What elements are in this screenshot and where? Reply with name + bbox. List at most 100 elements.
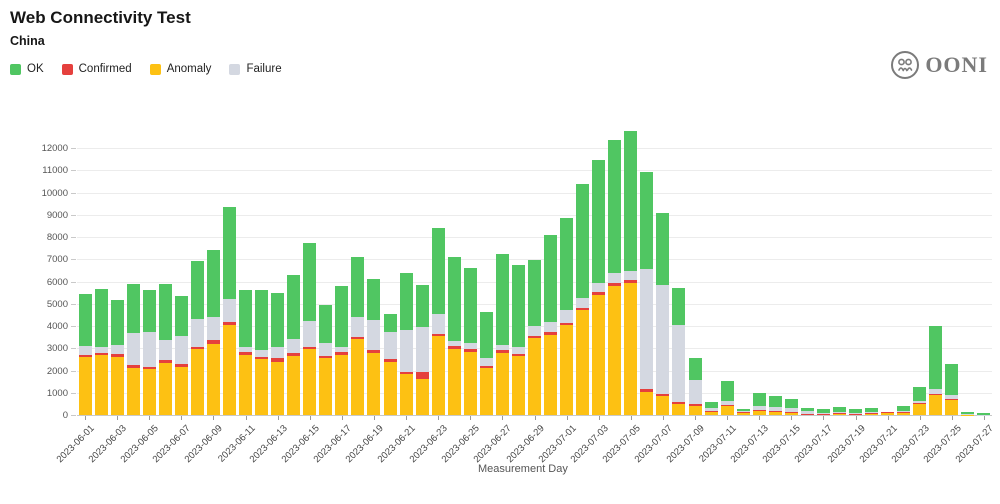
bar-2023-07-09[interactable] — [688, 0, 702, 415]
bar-2023-06-16[interactable] — [319, 0, 333, 415]
bar-2023-06-30[interactable] — [544, 0, 558, 415]
bar-2023-06-17[interactable] — [335, 0, 349, 415]
bar-2023-06-01[interactable] — [78, 0, 92, 415]
bar-2023-07-21[interactable] — [881, 0, 895, 415]
segment-confirmed — [142, 366, 156, 370]
bar-2023-07-18[interactable] — [833, 0, 846, 415]
bar-2023-07-25[interactable] — [945, 0, 959, 415]
bar-2023-07-12[interactable] — [736, 0, 750, 415]
bar-2023-06-26[interactable] — [479, 0, 493, 415]
segment-ok — [768, 396, 782, 408]
bar-2023-07-02[interactable] — [576, 0, 590, 415]
segment-anomaly — [335, 354, 349, 415]
bar-2023-07-24[interactable] — [929, 0, 943, 415]
bar-2023-07-06[interactable] — [640, 0, 654, 415]
x-tick-2023-06-13 — [277, 416, 279, 420]
bar-2023-07-07[interactable] — [656, 0, 670, 415]
segment-confirmed — [865, 413, 879, 415]
bar-2023-06-03[interactable] — [110, 0, 124, 415]
confirmed-swatch-icon — [61, 63, 73, 75]
segment-failure — [399, 330, 413, 372]
segment-confirmed — [335, 352, 349, 355]
bar-2023-06-05[interactable] — [142, 0, 156, 415]
bar-2023-07-22[interactable] — [897, 0, 911, 415]
legend-item-failure[interactable]: Failure — [229, 63, 282, 75]
bar-2023-06-10[interactable] — [223, 0, 236, 415]
x-tick-2023-07-27 — [983, 416, 985, 420]
bar-2023-07-08[interactable] — [672, 0, 686, 415]
bar-2023-06-24[interactable] — [447, 0, 461, 415]
y-axis-label-3000: 3000 — [46, 343, 68, 355]
bar-2023-07-14[interactable] — [768, 0, 782, 415]
segment-confirmed — [303, 346, 317, 350]
segment-confirmed — [319, 356, 333, 359]
bar-2023-07-26[interactable] — [961, 0, 975, 416]
bar-2023-06-22[interactable] — [415, 0, 429, 415]
segment-anomaly — [913, 403, 927, 415]
segment-ok — [479, 311, 493, 359]
bar-2023-06-13[interactable] — [271, 0, 285, 415]
y-tick-3000 — [71, 348, 76, 350]
x-axis-title: Measurement Day — [478, 463, 568, 475]
y-axis-label-4000: 4000 — [46, 321, 68, 332]
segment-ok — [223, 206, 236, 300]
bar-2023-07-11[interactable] — [720, 0, 734, 415]
bar-2023-06-20[interactable] — [383, 0, 397, 415]
bar-2023-07-23[interactable] — [913, 0, 927, 415]
bar-2023-06-06[interactable] — [158, 0, 172, 415]
bar-2023-06-07[interactable] — [174, 0, 188, 415]
gridline-11000 — [77, 170, 992, 172]
bar-2023-06-09[interactable] — [206, 0, 220, 415]
bar-2023-07-19[interactable] — [849, 0, 863, 416]
segment-confirmed — [768, 411, 782, 413]
ooni-logo[interactable]: OONI — [890, 50, 988, 80]
bar-2023-06-29[interactable] — [528, 0, 541, 415]
segment-failure — [977, 414, 991, 416]
segment-failure — [271, 347, 285, 359]
segment-ok — [720, 380, 734, 401]
segment-confirmed — [367, 350, 381, 353]
bar-2023-06-15[interactable] — [303, 0, 317, 415]
bar-2023-06-19[interactable] — [367, 0, 381, 415]
bar-2023-06-27[interactable] — [495, 0, 509, 415]
segment-anomaly — [303, 349, 317, 415]
segment-ok — [929, 326, 943, 390]
bar-2023-07-20[interactable] — [865, 0, 879, 415]
bar-2023-07-05[interactable] — [624, 0, 638, 415]
segment-confirmed — [897, 412, 911, 414]
bar-2023-06-12[interactable] — [255, 0, 269, 415]
segment-failure — [239, 346, 253, 353]
bar-2023-07-03[interactable] — [592, 0, 606, 415]
bar-2023-07-17[interactable] — [816, 0, 830, 416]
segment-anomaly — [929, 394, 943, 415]
bar-2023-07-16[interactable] — [800, 0, 814, 416]
bar-2023-07-27[interactable] — [977, 0, 991, 416]
bar-2023-07-15[interactable] — [784, 0, 798, 415]
segment-anomaly — [608, 285, 622, 415]
bar-2023-06-04[interactable] — [126, 0, 140, 415]
bar-2023-06-14[interactable] — [287, 0, 301, 415]
bar-2023-06-11[interactable] — [239, 0, 253, 415]
segment-failure — [849, 412, 863, 414]
bar-2023-06-08[interactable] — [190, 0, 204, 415]
bar-2023-06-28[interactable] — [511, 0, 525, 415]
segment-failure — [463, 343, 477, 349]
bar-2023-07-01[interactable] — [560, 0, 574, 415]
bar-2023-06-21[interactable] — [399, 0, 413, 415]
bar-2023-07-04[interactable] — [608, 0, 622, 415]
segment-failure — [608, 273, 622, 284]
segment-anomaly — [206, 343, 220, 415]
legend-item-anomaly[interactable]: Anomaly — [149, 63, 211, 75]
bar-2023-07-13[interactable] — [752, 0, 766, 415]
bar-2023-07-10[interactable] — [704, 0, 718, 415]
segment-confirmed — [672, 402, 686, 405]
segment-ok — [865, 408, 879, 413]
legend-item-ok[interactable]: OK — [10, 63, 44, 75]
legend-item-confirmed[interactable]: Confirmed — [61, 63, 132, 75]
bar-2023-06-23[interactable] — [431, 0, 445, 415]
segment-failure — [383, 332, 397, 360]
bar-2023-06-25[interactable] — [463, 0, 477, 415]
bar-2023-06-18[interactable] — [351, 0, 365, 415]
bar-2023-06-02[interactable] — [94, 0, 108, 415]
